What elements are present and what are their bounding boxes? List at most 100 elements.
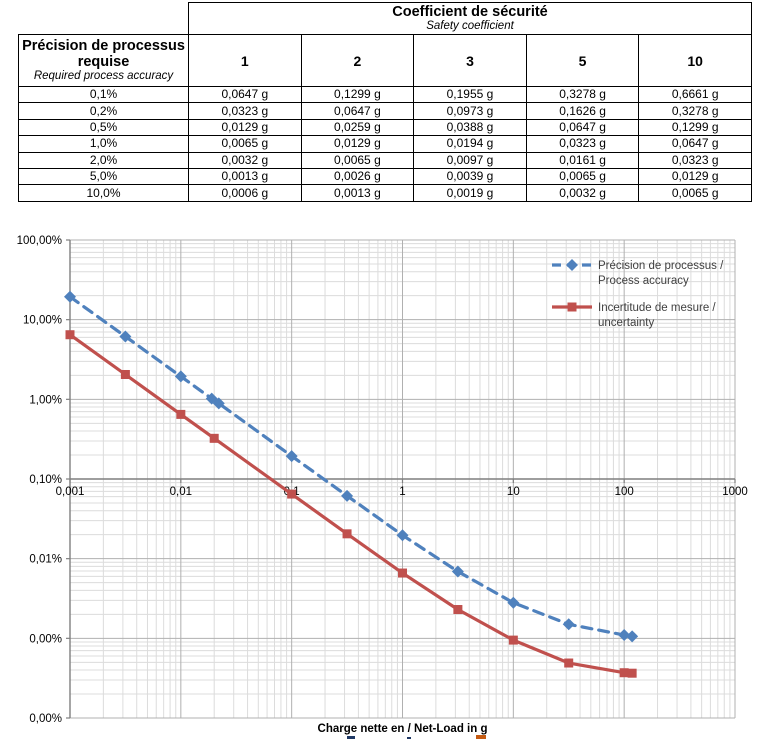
accuracy-cell: 5,0% (18, 167, 189, 186)
data-point-square (209, 433, 219, 443)
legend-entry-uncertainty: Incertitude de mesure / uncertainty (552, 302, 716, 329)
data-point-square (65, 330, 75, 340)
min-weight-cell: 0,0006 g (188, 184, 302, 202)
row-header-title: Précision de processus requise (22, 37, 185, 70)
min-weight-cell: 0,3278 g (525, 85, 640, 104)
data-point-square (564, 658, 574, 668)
legend-label-line1: Incertitude de mesure / (598, 302, 716, 314)
clipped-text-artifact (347, 736, 355, 739)
coefficient-header-subtitle: Safety coefficient (426, 20, 514, 32)
series-line (68, 333, 634, 675)
table-corner-blank (19, 3, 189, 35)
min-weight-cell: 0,0129 g (300, 135, 415, 153)
min-weight-cell: 0,3278 g (638, 102, 752, 120)
min-weight-cell: 0,0065 g (188, 135, 302, 153)
accuracy-cell: 1,0% (18, 135, 189, 153)
y-axis-label: 0,00% (29, 713, 62, 725)
accuracy-cell: 2,0% (18, 151, 189, 169)
min-weight-cell: 0,0032 g (188, 151, 302, 169)
data-point-diamond (618, 629, 631, 642)
data-point-diamond (451, 565, 464, 578)
data-point-square (176, 409, 186, 419)
series-line (68, 295, 634, 638)
data-point-square (453, 605, 463, 615)
min-weight-cell: 0,1626 g (525, 102, 640, 120)
min-weight-cell: 0,0097 g (413, 151, 527, 169)
coefficient-header-title: Coefficient de sécurité (392, 3, 548, 20)
data-point-square (508, 635, 518, 645)
accuracy-cell: 0,1% (18, 85, 189, 104)
min-weight-cell: 0,0065 g (638, 184, 752, 202)
min-weight-cell: 0,6661 g (638, 85, 752, 104)
min-weight-cell: 0,0129 g (638, 167, 752, 186)
legend-entry-process-accuracy: Précision de processus / Process accuracy (552, 259, 724, 287)
table-row: 5,0% 0,0013 g 0,0026 g 0,0039 g 0,0065 g 0,01… (18, 167, 752, 186)
min-weight-cell: 0,0973 g (413, 102, 527, 120)
y-axis-label: 1,00% (29, 394, 62, 406)
min-weight-cell: 0,0013 g (188, 167, 302, 186)
min-weight-cell: 0,0194 g (413, 135, 527, 153)
clipped-text-artifact (476, 735, 486, 739)
table-row: 0,2% 0,0323 g 0,0647 g 0,0973 g 0,1626 g 0,32… (18, 102, 752, 120)
min-weight-cell: 0,1955 g (413, 85, 527, 104)
accuracy-cell: 0,5% (18, 118, 189, 137)
min-weight-cell: 0,0323 g (525, 135, 640, 153)
safety-coefficient-table: Coefficient de sécurité Safety coefficie… (18, 2, 752, 202)
x-axis-label: 0,001 (56, 486, 85, 498)
min-weight-cell: 0,1299 g (638, 118, 752, 137)
accuracy-cell: 10,0% (18, 184, 189, 202)
min-weight-cell: 0,0647 g (300, 102, 415, 120)
chart-canvas: 100,00% 10,00% 1,00% 0,10% 0,01% 0,00% 0,00% 0,… (17, 235, 748, 735)
minimum-weight-chart: 100,00% 10,00% 1,00% 0,10% 0,01% 0,00% 0,00% 0,… (0, 228, 768, 749)
y-axis-label: 0,01% (29, 554, 62, 566)
series-measurement-uncertainty (65, 330, 637, 678)
min-weight-cell: 0,0019 g (413, 184, 527, 202)
table-row: 0,5% 0,0129 g 0,0259 g 0,0388 g 0,0647 g 0,12… (18, 118, 752, 137)
accuracy-cell: 0,2% (18, 102, 189, 120)
data-point-diamond (396, 529, 409, 542)
data-point-diamond (212, 397, 225, 410)
x-axis-label: 0,01 (170, 486, 192, 498)
x-axis-label: 10 (507, 486, 520, 498)
series-process-accuracy (64, 290, 639, 643)
x-axis-title: Charge nette en / Net-Load in g (318, 723, 488, 735)
y-axis-label: 10,00% (23, 315, 62, 327)
data-point-diamond (174, 370, 187, 383)
coefficient-col-5: 5 (525, 34, 640, 87)
coefficient-col-3: 3 (413, 34, 527, 87)
min-weight-cell: 0,0323 g (188, 102, 302, 120)
y-axis-label: 100,00% (17, 235, 62, 247)
min-weight-cell: 0,0259 g (300, 118, 415, 137)
min-weight-cell: 0,0161 g (525, 151, 640, 169)
min-weight-cell: 0,1299 g (300, 85, 415, 104)
min-weight-cell: 0,0013 g (300, 184, 415, 202)
table-row: 0,1% 0,0647 g 0,1299 g 0,1955 g 0,3278 g 0,66… (18, 85, 752, 104)
min-weight-cell: 0,0065 g (300, 151, 415, 169)
x-axis-label: 1 (399, 486, 405, 498)
data-point-square (120, 369, 130, 379)
table-row: 10,0% 0,0006 g 0,0013 g 0,0019 g 0,0032 g 0,0… (18, 184, 752, 202)
min-weight-cell: 0,0039 g (413, 167, 527, 186)
x-axis-label: 100 (615, 486, 634, 498)
min-weight-cell: 0,0129 g (188, 118, 302, 137)
min-weight-cell: 0,0647 g (525, 118, 640, 137)
legend-label-line2: uncertainty (598, 317, 655, 329)
data-point-diamond (562, 618, 575, 631)
coefficient-header-cell: Coefficient de sécurité Safety coefficie… (188, 2, 752, 35)
coefficient-col-2: 2 (300, 34, 415, 87)
min-weight-cell: 0,0065 g (525, 167, 640, 186)
data-point-square (627, 668, 637, 678)
data-point-square (619, 668, 629, 678)
data-point-diamond (626, 630, 639, 643)
y-axis-label: 0,10% (29, 474, 62, 486)
min-weight-cell: 0,0388 g (413, 118, 527, 137)
data-point-diamond (119, 330, 132, 343)
legend-label-line2: Process accuracy (598, 275, 689, 287)
min-weight-cell: 0,0647 g (188, 85, 302, 104)
data-point-diamond (64, 290, 76, 303)
data-point-square (287, 489, 297, 499)
data-point-square (398, 568, 407, 578)
data-point-square (342, 529, 352, 539)
clipped-text-artifact (407, 737, 411, 739)
row-header-subtitle: Required process accuracy (33, 70, 174, 83)
